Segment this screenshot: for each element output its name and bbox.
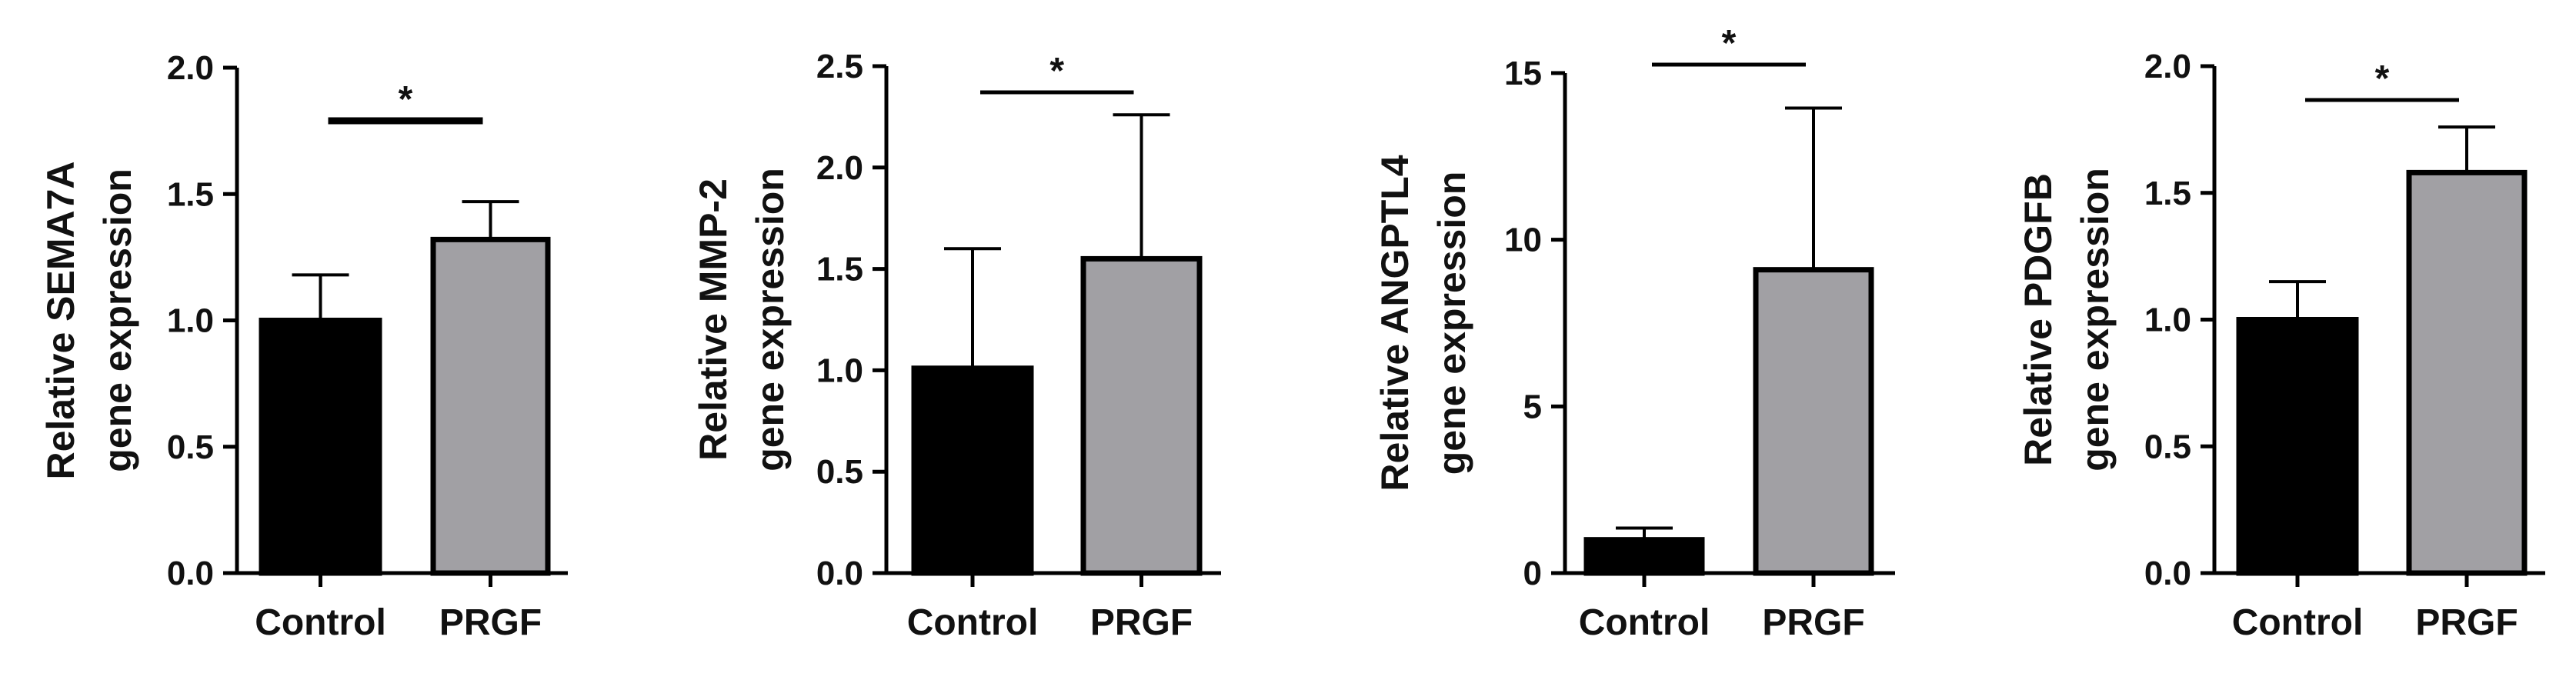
significance-marker: * — [1049, 51, 1064, 92]
y-tick-label: 1.0 — [816, 352, 863, 389]
y-tick-label: 0.0 — [816, 555, 863, 592]
bar-prgf — [2406, 169, 2528, 576]
y-tick-label: 2.5 — [816, 48, 863, 85]
panel-angptl4: 0 5 10 15 Control PRGF * Relative ANGPTL4 gene e… — [1373, 23, 1895, 643]
y-axis-label-line: gene expression — [2074, 168, 2117, 472]
bar-control — [911, 365, 1034, 576]
panel-pdgfb: 0.0 0.5 1.0 1.5 2.0 Control PRGF * Relative PDGF… — [2017, 48, 2545, 643]
y-axis-label-line: Relative ANGPTL4 — [1373, 155, 1416, 491]
category-label: Control — [907, 602, 1039, 643]
y-axis-label-line: gene expression — [1430, 172, 1473, 475]
significance-marker: * — [2375, 58, 2390, 99]
y-tick-label: 0 — [1523, 555, 1542, 592]
category-label: Control — [255, 602, 386, 643]
y-axis-label-line: Relative MMP-2 — [692, 178, 735, 461]
y-tick-label: 1.0 — [2144, 302, 2191, 339]
category-label: PRGF — [1762, 602, 1864, 643]
bar-prgf — [1753, 267, 1874, 576]
bar-control — [1583, 537, 1705, 576]
y-axis-label-line: gene expression — [96, 168, 139, 472]
bar-prgf — [1080, 255, 1203, 576]
y-tick-label: 1.5 — [167, 175, 214, 213]
bar-prgf — [430, 236, 551, 576]
category-label: PRGF — [1090, 602, 1193, 643]
y-tick-label: 0.5 — [2144, 428, 2191, 465]
bar-control — [259, 318, 382, 576]
y-tick-label: 15 — [1504, 55, 1542, 92]
y-axis-label: Relative SEMA7A gene expression — [39, 161, 139, 479]
bar-control — [2236, 317, 2359, 576]
significance-marker: * — [399, 79, 413, 120]
y-axis-label-line: Relative SEMA7A — [39, 161, 82, 479]
y-tick-label: 0.5 — [816, 453, 863, 491]
y-axis-label: Relative PDGFB gene expression — [2017, 168, 2117, 472]
significance-marker: * — [1722, 23, 1737, 64]
y-axis-label-line: Relative PDGFB — [2017, 173, 2060, 466]
y-tick-label: 2.0 — [2144, 48, 2191, 85]
y-tick-label: 2.0 — [167, 49, 214, 87]
category-label: Control — [1579, 602, 1710, 643]
y-tick-label: 0.5 — [167, 428, 214, 466]
y-axis-label: Relative ANGPTL4 gene expression — [1373, 155, 1473, 491]
y-tick-label: 0.0 — [2144, 555, 2191, 592]
y-tick-label: 1.5 — [2144, 175, 2191, 212]
y-tick-label: 1.5 — [816, 251, 863, 288]
y-axis-label: Relative MMP-2 gene expression — [692, 168, 792, 472]
panel-mmp2: 0.0 0.5 1.0 1.5 2.0 2.5 Control PRGF * Relative M… — [692, 48, 1221, 643]
y-tick-label: 2.0 — [816, 149, 863, 187]
y-tick-label: 1.0 — [167, 302, 214, 340]
category-label: Control — [2232, 602, 2364, 643]
y-tick-label: 5 — [1523, 388, 1542, 425]
y-tick-label: 10 — [1504, 222, 1542, 259]
y-tick-label: 0.0 — [167, 555, 214, 592]
category-label: PRGF — [2415, 602, 2518, 643]
panel-sema7a: 0.0 0.5 1.0 1.5 2.0 Control PRGF * Relative SEMA… — [39, 49, 568, 643]
y-axis-label-line: gene expression — [749, 168, 792, 472]
category-label: PRGF — [439, 602, 542, 643]
